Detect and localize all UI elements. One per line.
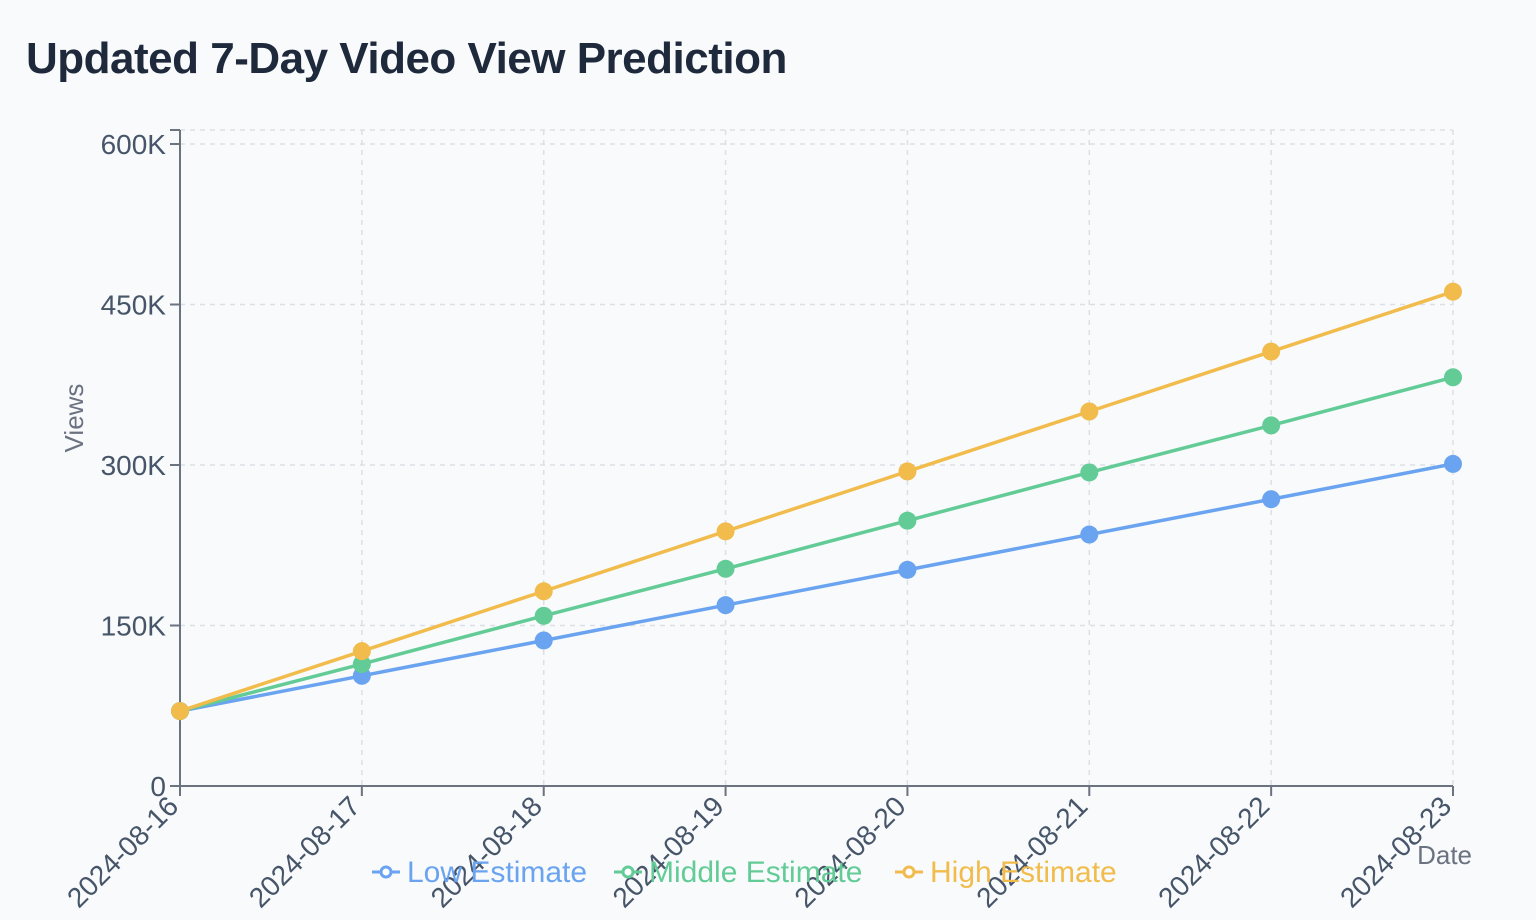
legend-item-high-estimate[interactable]: High Estimate — [930, 856, 1117, 889]
y-tick-label: 300K — [101, 450, 167, 481]
y-axis-title: Views — [59, 384, 89, 453]
data-point-high-estimate[interactable] — [1262, 342, 1281, 361]
x-tick-label: 2024-08-20 — [788, 790, 911, 913]
data-point-high-estimate[interactable] — [716, 522, 735, 541]
data-point-middle-estimate[interactable] — [716, 559, 735, 578]
data-point-middle-estimate[interactable] — [352, 655, 371, 674]
legend-item-low-estimate[interactable]: Low Estimate — [407, 856, 587, 889]
data-point-low-estimate[interactable] — [1444, 454, 1462, 473]
x-tick-label: 2024-08-16 — [61, 790, 184, 913]
legend-swatch-marker-low-estimate — [379, 865, 393, 879]
legend-item-middle-estimate[interactable]: Middle Estimate — [649, 856, 862, 889]
y-tick-label: 600K — [101, 129, 167, 160]
x-tick-label: 2024-08-17 — [243, 790, 366, 913]
data-point-middle-estimate[interactable] — [1080, 463, 1099, 482]
data-point-high-estimate[interactable] — [171, 702, 189, 721]
x-tick-label: 2024-08-19 — [607, 790, 730, 913]
data-point-middle-estimate[interactable] — [534, 606, 553, 625]
legend-swatch-marker-high-estimate — [902, 865, 916, 879]
y-tick-label: 450K — [101, 290, 167, 321]
data-point-middle-estimate[interactable] — [898, 511, 917, 530]
data-point-low-estimate[interactable] — [1080, 525, 1099, 544]
chart-title: Updated 7-Day Video View Prediction — [26, 34, 787, 83]
data-point-high-estimate[interactable] — [534, 582, 553, 601]
x-tick-label: 2024-08-22 — [1152, 790, 1275, 913]
series-line-middle-estimate — [179, 375, 1454, 713]
series-line-high-estimate — [179, 289, 1454, 713]
x-tick-label: 2024-08-21 — [970, 790, 1093, 913]
data-point-high-estimate[interactable] — [898, 462, 917, 481]
data-point-high-estimate[interactable] — [1080, 402, 1099, 421]
y-tick-label: 150K — [101, 611, 167, 642]
data-point-low-estimate[interactable] — [534, 631, 553, 650]
data-point-high-estimate[interactable] — [352, 642, 371, 661]
data-point-high-estimate[interactable] — [1444, 282, 1462, 301]
x-axis-title: Date — [1417, 840, 1472, 870]
y-tick-label: 0 — [150, 771, 166, 802]
series-line-low-estimate — [179, 462, 1454, 713]
data-point-middle-estimate[interactable] — [1262, 416, 1281, 435]
data-point-low-estimate[interactable] — [1262, 490, 1281, 509]
data-point-low-estimate[interactable] — [716, 596, 735, 615]
data-point-middle-estimate[interactable] — [1444, 368, 1462, 387]
data-point-low-estimate[interactable] — [898, 560, 917, 579]
legend-swatch-marker-middle-estimate — [621, 865, 635, 879]
x-tick-label: 2024-08-18 — [425, 790, 548, 913]
